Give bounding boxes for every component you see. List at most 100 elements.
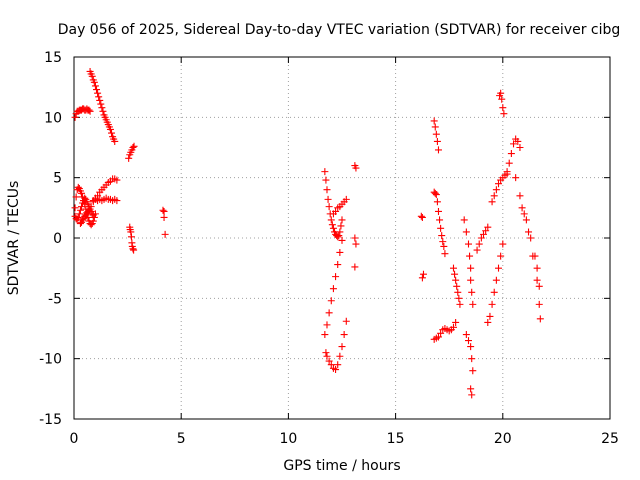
data-point [160, 213, 168, 221]
data-point [451, 270, 459, 278]
series-peak-arc-20.3h [503, 135, 524, 176]
series-low-cluster-a [71, 183, 99, 229]
series-dropping-arc-19.5h [484, 240, 507, 326]
data-point [323, 352, 331, 360]
data-point [527, 234, 535, 242]
data-point [437, 224, 445, 232]
data-point [329, 285, 337, 293]
data-point [433, 137, 441, 145]
x-tick-label: 15 [387, 431, 405, 447]
data-point [467, 343, 475, 351]
data-point [351, 234, 359, 242]
data-point [535, 300, 543, 308]
series-stripe-18.4h [460, 216, 477, 308]
y-axis-label: SDTVAR / TECUs [6, 181, 22, 296]
data-point [518, 204, 526, 212]
data-point [321, 168, 329, 176]
data-point [533, 264, 541, 272]
data-point [91, 82, 99, 90]
data-point [522, 216, 530, 224]
y-tick-label: 5 [53, 171, 62, 187]
data-point [334, 233, 342, 241]
data-point [327, 216, 335, 224]
data-point [325, 203, 333, 211]
series-isolated-16.3h [417, 212, 427, 282]
data-point [324, 195, 332, 203]
data-point [503, 168, 511, 176]
data-point [88, 72, 96, 80]
x-tick-label: 0 [70, 431, 79, 447]
data-point [480, 230, 488, 238]
data-point [452, 318, 460, 326]
data-point [499, 240, 507, 248]
data-point [99, 107, 107, 115]
data-point [520, 210, 528, 218]
series-rising-arc-12h [321, 236, 346, 339]
data-point [85, 206, 93, 214]
data-point [90, 78, 98, 86]
data-point [498, 95, 506, 103]
data-point [76, 206, 84, 214]
data-point [321, 331, 329, 339]
series-high-arc-early [71, 105, 94, 121]
data-point [332, 273, 340, 281]
data-point [468, 391, 476, 399]
data-point [432, 191, 440, 199]
data-point [74, 183, 82, 191]
series-dropping-arc-16.9h [430, 188, 449, 258]
data-point [323, 321, 331, 329]
data-point [336, 248, 344, 256]
x-tick-label: 20 [494, 431, 512, 447]
data-point [473, 246, 481, 254]
data-point [436, 216, 444, 224]
data-point [430, 117, 438, 125]
x-tick-label: 10 [279, 431, 297, 447]
data-point [323, 186, 331, 194]
data-point [456, 300, 464, 308]
data-point [338, 216, 346, 224]
data-point [108, 129, 116, 137]
series-low-arc-12h [322, 317, 350, 374]
series-descending-arc-16.9h [430, 117, 442, 154]
data-point [525, 228, 533, 236]
data-point [352, 164, 360, 172]
data-point [81, 194, 89, 202]
data-point [462, 228, 470, 236]
data-point [327, 361, 335, 369]
series-rising-arc-19h [473, 223, 492, 254]
series-falling-arc-21.5h [518, 204, 544, 323]
data-point [325, 357, 333, 365]
data-point [72, 193, 80, 201]
data-point [88, 210, 96, 218]
data-point [460, 216, 468, 224]
data-point [505, 159, 513, 167]
data-point [464, 240, 472, 248]
data-point [113, 176, 121, 184]
data-point [495, 264, 503, 272]
data-point [342, 195, 350, 203]
data-point [484, 223, 492, 231]
data-point [431, 189, 439, 197]
data-point [497, 252, 505, 260]
data-point [438, 232, 446, 240]
y-tick-label: 10 [44, 110, 62, 126]
data-point [419, 270, 427, 278]
data-point [98, 104, 106, 112]
data-point [432, 130, 440, 138]
data-point [469, 300, 477, 308]
y-tick-label: -5 [48, 291, 62, 307]
data-point [452, 276, 460, 284]
data-point [342, 317, 350, 325]
data-point [127, 228, 135, 236]
data-point [468, 355, 476, 363]
data-point [87, 203, 95, 211]
data-point [332, 366, 340, 374]
data-point [437, 329, 445, 337]
data-point [497, 89, 505, 97]
data-point [507, 150, 515, 158]
data-point [475, 240, 483, 248]
data-point [340, 331, 348, 339]
data-point [455, 294, 463, 302]
data-point [492, 186, 500, 194]
data-point [482, 227, 490, 235]
